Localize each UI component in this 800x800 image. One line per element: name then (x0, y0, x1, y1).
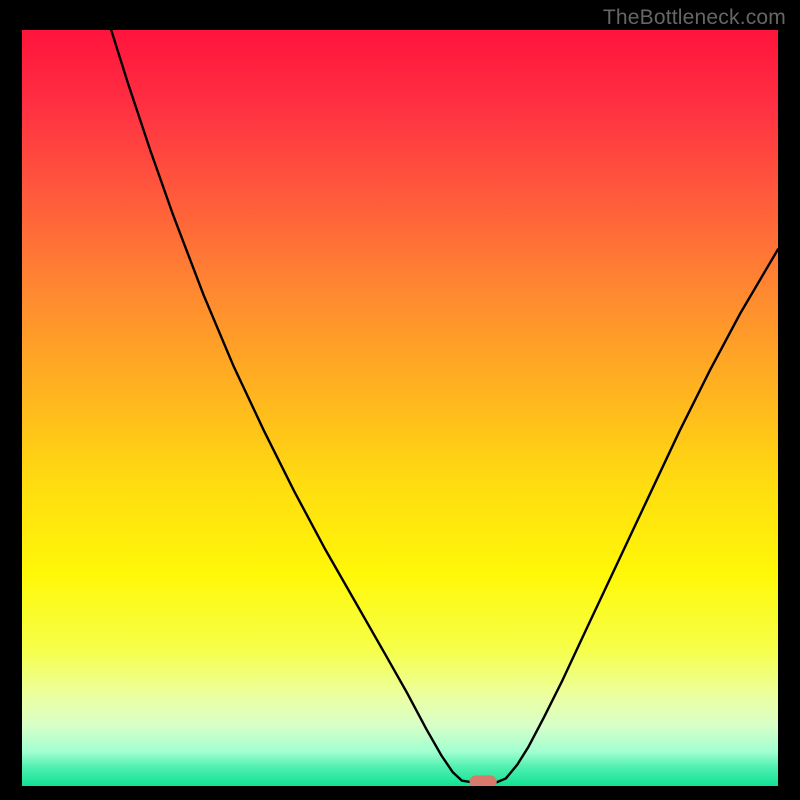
watermark-text: TheBottleneck.com (603, 6, 786, 30)
bottleneck-chart (22, 30, 778, 786)
optimum-marker (470, 775, 497, 786)
chart-background (22, 30, 778, 786)
chart-svg (22, 30, 778, 786)
